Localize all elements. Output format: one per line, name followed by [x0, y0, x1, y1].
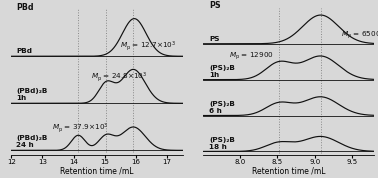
Text: (PBd)₂B
1h: (PBd)₂B 1h: [16, 88, 47, 101]
Text: $M_{\mathrm{p}}$ = 37.9×10$^{3}$: $M_{\mathrm{p}}$ = 37.9×10$^{3}$: [52, 121, 108, 135]
Text: (PS)₂B
1h: (PS)₂B 1h: [209, 65, 235, 78]
Text: $M_{\mathrm{p}}$ = 24.8×10$^{3}$: $M_{\mathrm{p}}$ = 24.8×10$^{3}$: [91, 70, 147, 84]
Text: $M_{\mathrm{p}}$ = 6500: $M_{\mathrm{p}}$ = 6500: [341, 30, 378, 41]
Text: PS: PS: [209, 36, 220, 42]
Text: $M_{\mathrm{p}}$ = 12900: $M_{\mathrm{p}}$ = 12900: [229, 51, 274, 62]
Text: (PS)₂B
6 h: (PS)₂B 6 h: [209, 101, 235, 114]
X-axis label: Retention time /mL: Retention time /mL: [60, 166, 134, 175]
Text: PS: PS: [209, 1, 221, 10]
Text: PBd: PBd: [16, 3, 34, 12]
Text: (PS)₂B
18 h: (PS)₂B 18 h: [209, 137, 235, 150]
Text: PBd: PBd: [16, 48, 32, 54]
Text: $M_{\mathrm{p}}$ = 12.7×10$^{3}$: $M_{\mathrm{p}}$ = 12.7×10$^{3}$: [120, 40, 177, 53]
X-axis label: Retention time /mL: Retention time /mL: [252, 166, 325, 175]
Text: (PBd)₂B
24 h: (PBd)₂B 24 h: [16, 135, 47, 148]
